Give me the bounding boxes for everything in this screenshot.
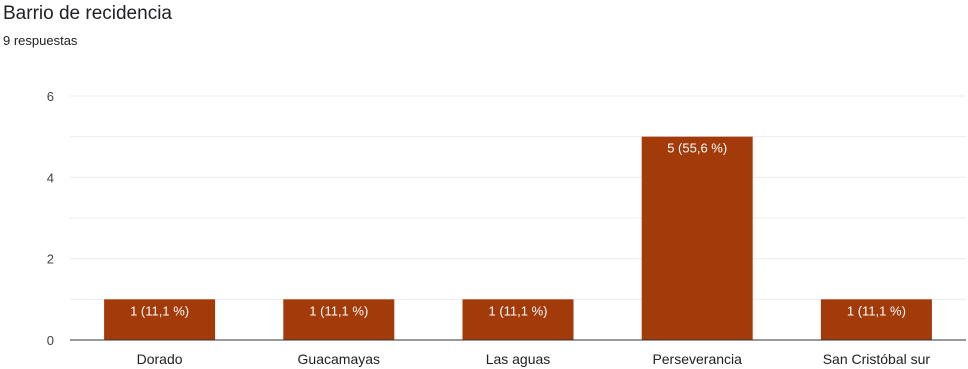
- bar: [104, 299, 216, 340]
- bar: [820, 299, 932, 340]
- data-label: 1 (11,1 %): [130, 303, 189, 318]
- x-category-label: Guacamayas: [298, 351, 380, 367]
- data-label: 1 (11,1 %): [847, 303, 906, 318]
- data-label: 5 (55,6 %): [667, 141, 727, 156]
- y-tick-label: 6: [47, 89, 54, 104]
- response-count: 9 respuestas: [3, 33, 78, 48]
- x-category-label: Las aguas: [486, 351, 551, 367]
- x-category-label: Perseverancia: [652, 351, 742, 367]
- bar: [641, 136, 753, 340]
- x-category-label: Dorado: [137, 351, 183, 367]
- x-category-label: San Cristóbal sur: [823, 351, 931, 367]
- y-tick-label: 0: [47, 333, 54, 348]
- y-tick-label: 2: [47, 252, 54, 267]
- bar: [462, 299, 574, 340]
- y-tick-label: 4: [47, 170, 54, 185]
- data-label: 1 (11,1 %): [488, 303, 547, 318]
- bar: [283, 299, 395, 340]
- data-label: 1 (11,1 %): [309, 303, 368, 318]
- chart-title: Barrio de recidencia: [3, 3, 172, 24]
